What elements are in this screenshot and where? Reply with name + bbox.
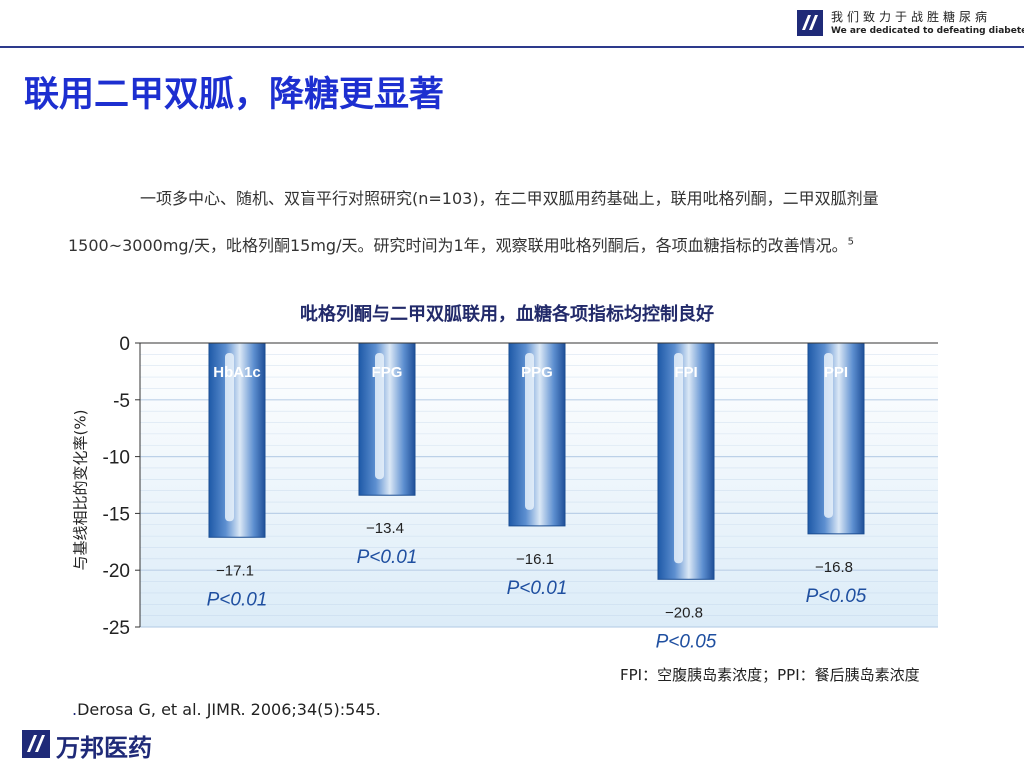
bar-p-value: P<0.01 [207, 589, 268, 610]
bar-value-label: −20.8 [665, 604, 703, 621]
description-line-1: 一项多中心、随机、双盲平行对照研究(n=103)，在二甲双胍用药基础上，联用吡格… [140, 189, 879, 208]
bar-value-label: −16.1 [516, 551, 554, 568]
bar-highlight [375, 353, 384, 480]
bar-p-value: P<0.01 [507, 578, 568, 599]
bar-p-value: P<0.05 [656, 631, 717, 652]
y-tick-label: -10 [103, 448, 130, 469]
reference-bullet: . [72, 700, 78, 719]
bar-fpg [358, 342, 416, 496]
bar-fpi [657, 342, 715, 580]
reference-text: Derosa G, et al. JIMR. 2006;34(5):545. [77, 700, 381, 719]
brand-header: 我们致力于战胜糖尿病 We are dedicated to defeating… [797, 8, 1024, 42]
bar-ppg [508, 342, 566, 527]
bar-highlight [824, 353, 833, 518]
bar-highlight [225, 353, 234, 522]
y-tick-label: -15 [103, 504, 130, 525]
description-line-2-text: 1500~3000mg/天，吡格列酮15mg/天。研究时间为1年，观察联用吡格列… [68, 236, 848, 255]
header-divider [0, 46, 1024, 48]
company-name: 万邦医药 [56, 734, 152, 762]
y-tick-label: 0 [119, 334, 130, 355]
company-logo-icon [22, 730, 50, 758]
bar-highlight [674, 353, 683, 564]
brand-slogan-en: We are dedicated to defeating diabetes [831, 26, 1024, 36]
bar-value-label: −16.8 [815, 559, 853, 576]
description-line-2: 1500~3000mg/天，吡格列酮15mg/天。研究时间为1年，观察联用吡格列… [68, 232, 854, 256]
page-title: 联用二甲双胍，降糖更显著 [24, 74, 445, 115]
bar-p-value: P<0.05 [806, 586, 867, 607]
bar-highlight [525, 353, 534, 510]
chart-title: 吡格列酮与二甲双胍联用，血糖各项指标均控制良好 [300, 304, 714, 325]
citation-mark: 5 [847, 236, 855, 248]
bar-hba1c [208, 342, 266, 538]
bar-ppi [807, 342, 865, 535]
bar-p-value: P<0.01 [357, 547, 418, 568]
footnote: FPI：空腹胰岛素浓度；PPI：餐后胰岛素浓度 [620, 666, 920, 684]
bar-category-label: PPG [521, 364, 553, 381]
y-tick-label: -25 [103, 618, 130, 639]
bar-value-label: −17.1 [216, 562, 254, 579]
bar-category-label: FPI [674, 364, 697, 381]
brand-slogan-cn: 我们致力于战胜糖尿病 [831, 10, 992, 24]
bar-value-label: −13.4 [366, 520, 404, 537]
brand-logo-icon [797, 10, 823, 36]
y-tick-label: -20 [103, 561, 130, 582]
bar-category-label: HbA1c [213, 364, 261, 381]
reference: .Derosa G, et al. JIMR. 2006;34(5):545. [72, 700, 381, 719]
bar-category-label: PPI [824, 364, 848, 381]
y-tick-label: -5 [113, 391, 130, 412]
bar-category-label: FPG [372, 364, 403, 381]
